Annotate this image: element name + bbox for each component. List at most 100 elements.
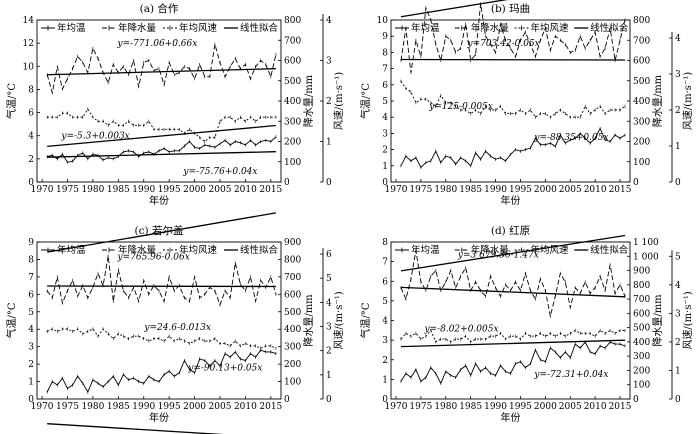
y-precip-axis-label: 降水量/mm bbox=[302, 294, 315, 347]
legend-item: 年均温 bbox=[41, 244, 86, 256]
x-tick-label: 2005 bbox=[559, 402, 582, 412]
y-precip-tick-label: 1 000 bbox=[633, 252, 659, 262]
x-tick-label: 2000 bbox=[534, 402, 557, 412]
y-wind-tick-label: 5 bbox=[326, 274, 332, 284]
series-line-wind bbox=[400, 80, 626, 118]
y-precip-tick-label: 500 bbox=[633, 77, 650, 87]
y-precip-tick-label: 0 bbox=[284, 178, 290, 188]
x-tick-label: 1985 bbox=[107, 402, 130, 412]
y-left-tick-label: 6 bbox=[28, 109, 34, 119]
x-axis-label: 年份 bbox=[501, 194, 521, 207]
y-left-tick-label: 9 bbox=[382, 32, 388, 42]
x-tick-label: 2000 bbox=[183, 402, 206, 412]
y-precip-axis-label: 降水量/mm bbox=[651, 294, 664, 347]
x-tick-label: 2015 bbox=[609, 185, 632, 195]
x-tick-label: 1970 bbox=[31, 402, 54, 412]
y-left-tick-label: 4 bbox=[382, 317, 388, 327]
y-wind-tick-label: 2 bbox=[326, 347, 332, 357]
legend-item: 线性拟合 bbox=[224, 244, 279, 256]
y-left-tick-label: 0 bbox=[28, 178, 34, 188]
legend-item: 年降水量 bbox=[454, 22, 509, 34]
legend-label: 年降水量 bbox=[118, 22, 157, 34]
y-precip-tick-label: 900 bbox=[284, 238, 301, 248]
x-tick-label: 1975 bbox=[56, 402, 79, 412]
fit-line-wind bbox=[47, 151, 276, 158]
chart-title: (d) 红原 bbox=[491, 224, 530, 237]
y-left-tick-label: 7 bbox=[28, 273, 34, 283]
fit-label-wind: y=-8.02+0.005x bbox=[423, 324, 498, 334]
y-left-tick-label: 5 bbox=[382, 297, 388, 307]
y-wind-tick-label: 6 bbox=[326, 250, 332, 260]
x-tick-label: 1990 bbox=[484, 185, 507, 195]
x-tick-label: 1980 bbox=[434, 402, 457, 412]
x-tick-label: 1990 bbox=[132, 402, 155, 412]
y-wind-tick-label: 1 bbox=[675, 142, 681, 152]
y-precip-axis-label: 降水量/mm bbox=[651, 74, 664, 127]
series-line-wind bbox=[47, 108, 276, 143]
y-left-tick-label: 1 bbox=[382, 375, 388, 385]
fit-label-temp: y=-72.31+0.04x bbox=[533, 370, 608, 380]
y-left-tick-label: 12 bbox=[23, 39, 34, 49]
y-wind-tick-label: 0 bbox=[675, 178, 681, 188]
series-line-precip bbox=[400, 250, 626, 317]
y-wind-tick-label: 2 bbox=[675, 338, 681, 348]
legend-item: 年均风速 bbox=[163, 244, 218, 256]
y-wind-tick-label: 0 bbox=[326, 178, 332, 188]
y-left-tick-label: 8 bbox=[28, 255, 34, 265]
x-tick-label: 1980 bbox=[81, 402, 104, 412]
y-precip-tick-label: 700 bbox=[633, 295, 650, 305]
chart-title: (b) 玛曲 bbox=[491, 3, 530, 15]
x-tick-label: 2015 bbox=[609, 402, 632, 412]
y-left-tick-label: 1 bbox=[28, 378, 34, 388]
legend-label: 线性拟合 bbox=[590, 22, 629, 34]
legend-item: 年均风速 bbox=[514, 22, 569, 34]
y-left-tick-label: 0 bbox=[382, 178, 388, 188]
fit-label-temp: y=-88.35+0.05x bbox=[533, 133, 608, 143]
legend-item: 年均风速 bbox=[163, 22, 218, 34]
legend-label: 线性拟合 bbox=[240, 22, 279, 34]
y-left-tick-label: 4 bbox=[28, 132, 34, 142]
x-tick-label: 1995 bbox=[509, 185, 532, 195]
y-wind-tick-label: 0 bbox=[675, 395, 681, 405]
series-precip bbox=[46, 42, 277, 95]
y-precip-tick-label: 0 bbox=[633, 395, 639, 405]
y-wind-tick-label: 0 bbox=[326, 395, 332, 405]
y-left-tick-label: 4 bbox=[28, 325, 34, 335]
y-left-tick-label: 10 bbox=[23, 62, 35, 72]
y-left-tick-label: 8 bbox=[28, 85, 34, 95]
y-precip-tick-label: 500 bbox=[633, 324, 650, 334]
x-tick-label: 2005 bbox=[209, 402, 232, 412]
legend-label: 年均风速 bbox=[179, 22, 218, 34]
y-left-tick-label: 2 bbox=[28, 155, 34, 165]
y-wind-tick-label: 1 bbox=[675, 366, 681, 376]
legend-label: 线性拟合 bbox=[590, 244, 629, 256]
series-wind bbox=[46, 107, 277, 144]
fit-label-precip: y=-771.06+0.66x bbox=[117, 39, 198, 49]
y-precip-tick-label: 200 bbox=[284, 360, 301, 370]
y-left-tick-label: 6 bbox=[382, 277, 388, 287]
series-line-temp bbox=[400, 341, 626, 385]
x-tick-label: 2010 bbox=[234, 185, 257, 195]
x-tick-label: 1980 bbox=[434, 185, 457, 195]
y-wind-tick-label: 3 bbox=[675, 70, 681, 80]
x-tick-label: 1970 bbox=[385, 185, 408, 195]
y-left-tick-label: 8 bbox=[382, 238, 388, 248]
x-tick-label: 2010 bbox=[584, 185, 607, 195]
y-precip-tick-label: 400 bbox=[633, 97, 650, 107]
x-tick-label: 2015 bbox=[259, 185, 282, 195]
x-tick-label: 1975 bbox=[409, 402, 432, 412]
y-precip-tick-label: 400 bbox=[633, 338, 650, 348]
y-left-axis-label: 气温/°C bbox=[5, 83, 18, 119]
y-left-tick-label: 5 bbox=[382, 97, 388, 107]
y-precip-tick-label: 700 bbox=[284, 36, 301, 46]
y-left-tick-label: 2 bbox=[382, 356, 388, 366]
y-wind-tick-label: 4 bbox=[326, 16, 332, 26]
y-precip-tick-label: 300 bbox=[633, 352, 650, 362]
y-wind-tick-label: 3 bbox=[326, 323, 332, 333]
legend-item: 年均温 bbox=[395, 244, 440, 256]
x-tick-label: 2000 bbox=[534, 185, 557, 195]
legend-item: 年均温 bbox=[395, 22, 440, 34]
x-tick-label: 1995 bbox=[158, 185, 181, 195]
